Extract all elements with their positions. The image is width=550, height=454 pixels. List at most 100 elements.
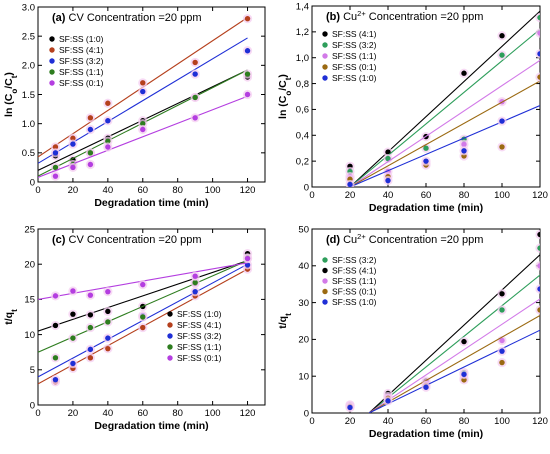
y-tick-label: 50 xyxy=(298,224,309,235)
plot-frame xyxy=(37,228,266,406)
legend-marker xyxy=(49,36,55,42)
data-point xyxy=(87,150,94,156)
y-axis-title: t/qt xyxy=(277,313,293,329)
data-point xyxy=(192,279,198,286)
data-point xyxy=(244,71,251,77)
x-tick-label: 60 xyxy=(137,408,148,419)
x-tick-label: 40 xyxy=(103,185,114,196)
legend-label: SF:SS (3:2) xyxy=(177,331,222,341)
legend-label: SF:SS (4:1) xyxy=(332,266,377,276)
x-tick-label: 120 xyxy=(532,416,548,427)
x-tick-label: 80 xyxy=(172,408,183,419)
panel-title-text: Concentration =20 ppm xyxy=(366,11,484,23)
data-point xyxy=(192,288,198,295)
x-axis-title: Degradation time (min) xyxy=(369,428,483,440)
data-point xyxy=(537,286,540,292)
y-tick-label: 5 xyxy=(30,365,35,376)
data-point xyxy=(461,371,467,378)
y-axis-title: t/qt xyxy=(3,309,19,325)
legend-marker xyxy=(49,47,55,53)
legend-marker xyxy=(49,58,55,64)
x-tick-label: 40 xyxy=(383,416,394,427)
y-tick-label: 0,8 xyxy=(296,79,309,90)
panel-title: (d) Cu2+ Concentration =20 ppm xyxy=(326,232,483,247)
x-tick-label: 80 xyxy=(172,185,183,196)
legend: SF:SS (1:0)SF:SS (4:1)SF:SS (3:2)SF:SS (… xyxy=(167,309,222,363)
x-tick-label: 100 xyxy=(205,408,221,419)
data-point xyxy=(70,288,76,294)
legend-marker xyxy=(49,80,55,86)
x-tick-label: 20 xyxy=(345,416,356,427)
panel-title: (b) Cu2+ Concentration =20 ppm xyxy=(326,9,483,24)
x-tick-label: 40 xyxy=(103,408,114,419)
data-point xyxy=(385,177,391,184)
data-point xyxy=(140,120,146,127)
data-point xyxy=(52,355,59,361)
y-axis-title: ln (Co/Ct) xyxy=(3,72,19,117)
legend-marker xyxy=(167,311,173,317)
data-point xyxy=(52,376,59,383)
data-point xyxy=(499,348,505,354)
data-point xyxy=(140,80,146,86)
data-point xyxy=(105,308,111,315)
data-point xyxy=(105,288,111,295)
data-point xyxy=(423,384,429,390)
data-point xyxy=(244,91,251,98)
y-axis-title-part: t/q xyxy=(3,312,15,325)
data-point xyxy=(87,346,94,353)
legend-marker xyxy=(322,299,328,305)
data-point xyxy=(499,118,505,124)
x-tick-label: 100 xyxy=(205,185,221,196)
data-point xyxy=(461,338,467,345)
legend: SF:SS (1:0)SF:SS (4:1)SF:SS (3:2)SF:SS (… xyxy=(49,34,104,88)
legend-label: SF:SS (0:1) xyxy=(177,353,222,363)
x-axis-title: Degradation time (min) xyxy=(369,202,483,214)
chart-panel-4: 0 20 40 60 80 100 120 0 10 20 30 40 50 Degradation ti… xyxy=(277,224,548,440)
data-point xyxy=(192,59,198,66)
data-point xyxy=(499,337,505,344)
y-tick-label: 0 xyxy=(304,182,309,193)
data-point xyxy=(140,314,146,320)
x-tick-label: 60 xyxy=(137,185,148,196)
y-tick-label: 2.5 xyxy=(22,31,35,42)
y-axis-title-sub: t xyxy=(10,75,19,78)
legend-marker xyxy=(322,278,328,284)
x-tick-label: 100 xyxy=(494,190,510,201)
y-tick-label: 0 xyxy=(30,177,35,188)
y-axis-title-part: ln (C xyxy=(277,95,289,119)
y-tick-label: 3.0 xyxy=(22,2,35,13)
data-point xyxy=(537,245,540,251)
fit-line xyxy=(368,254,540,413)
y-axis-title-sub: t xyxy=(284,77,293,80)
x-tick-label: 0 xyxy=(309,190,314,201)
data-point xyxy=(105,335,111,341)
chart-panel-1: 0 20 40 60 80 100 120 0 0.5 1.0 1.5 2.0 2.5 3.0 Degrad… xyxy=(3,2,266,209)
data-point xyxy=(537,307,540,313)
panel-title: (a) CV Concentration =20 ppm xyxy=(52,12,202,24)
legend-marker xyxy=(322,288,328,295)
data-point xyxy=(87,126,94,133)
panel-title-text: Cu xyxy=(343,11,357,23)
y-tick-label: 0 xyxy=(304,408,309,419)
fit-line xyxy=(368,274,540,413)
data-point xyxy=(105,319,111,325)
x-tick-label: 120 xyxy=(240,185,256,196)
fit-line xyxy=(349,10,540,187)
legend-marker xyxy=(322,53,328,59)
x-tick-label: 20 xyxy=(68,408,79,419)
data-point xyxy=(537,263,540,269)
fit-line xyxy=(368,298,540,413)
data-point xyxy=(87,115,94,121)
legend-label: SF:SS (1:0) xyxy=(332,297,377,307)
data-point xyxy=(70,311,76,317)
data-point xyxy=(70,335,76,341)
data-point xyxy=(87,312,94,318)
y-tick-label: 40 xyxy=(298,261,309,272)
data-point xyxy=(87,324,94,331)
legend-label: SF:SS (3:2) xyxy=(59,56,104,66)
data-point xyxy=(537,14,540,21)
legend-label: SF:SS (1:0) xyxy=(332,73,377,83)
x-tick-label: 60 xyxy=(421,416,432,427)
panel-title-sup: 2+ xyxy=(357,9,366,18)
legend-label: SF:SS (1:0) xyxy=(59,34,104,44)
